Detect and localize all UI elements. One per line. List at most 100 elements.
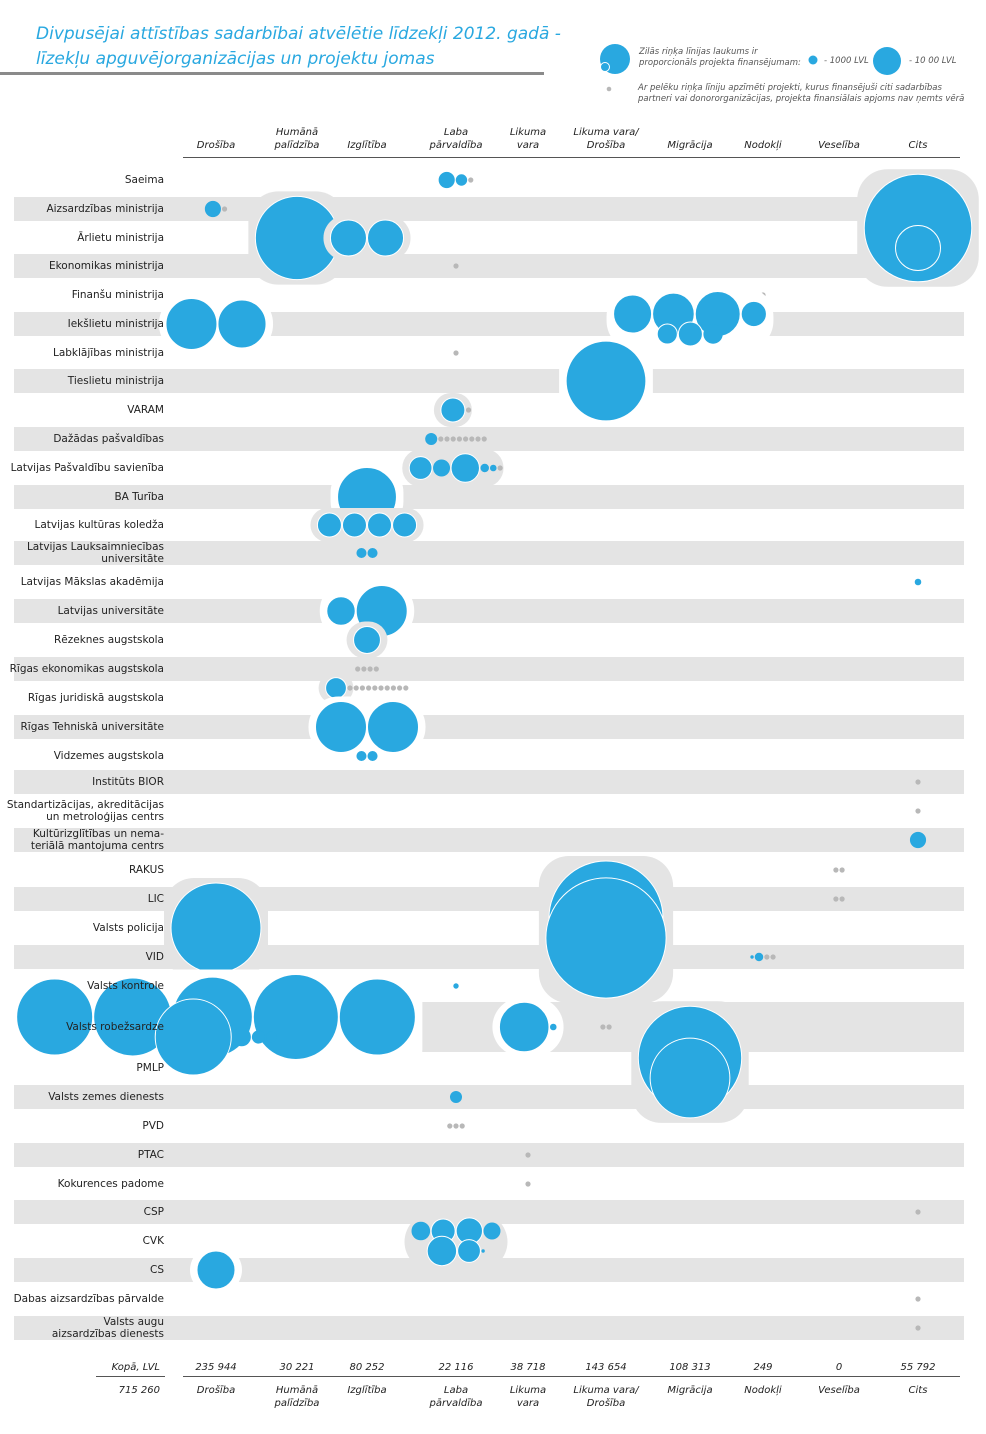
row-label: CVK [0,1229,164,1253]
funded-project-bubble [326,596,356,626]
row-label-line: Kokurences padome [57,1178,164,1190]
row-label-line: PVD [142,1120,164,1132]
column-label-line: Nodokļi [744,140,782,151]
row-label-line: Rīgas juridiskā augstskola [27,692,164,704]
row-label: Tieslietu ministrija [0,369,164,393]
row-band [14,715,964,739]
row-label-text: PMLP [136,1062,164,1074]
column-header: Veselība [799,139,879,152]
row-label: Rīgas ekonomikas augstskola [0,657,164,681]
row-label-line: VID [145,951,164,963]
funded-project-bubble [656,323,678,345]
row-label: Institūts BIOR [0,770,164,794]
column-label-line: Drošība [586,1398,626,1409]
funded-project-bubble [316,512,342,538]
row-label-line: un metroloģijas centrs [46,811,164,823]
row-label: Aizsardzības ministrija [0,197,164,221]
footer-column-label: Humānā palīdzība [257,1384,337,1410]
row-label-text: Standartizācijas, akreditācijas un metrol… [7,799,164,823]
funded-project-bubble [411,1221,431,1241]
row-label-line: Valsts zemes dienests [48,1091,164,1103]
column-label-line: Humānā [275,127,319,138]
row-label: CSP [0,1200,164,1224]
row-band [14,657,964,681]
other-donor-project-dot [764,954,770,960]
column-total: 235 944 [195,1362,237,1373]
column-label-line: Veselība [818,1385,860,1396]
funded-project-bubble [740,300,767,328]
funded-project-bubble [450,453,480,483]
other-donor-project-dot [453,263,459,269]
legend-area-note-line2: proporcionāls projekta finansējumam: [639,58,801,68]
funded-project-bubble [909,831,927,849]
column-label-line: Migrācija [667,140,713,151]
footer-column-label: Migrācija [650,1384,730,1397]
funded-project-bubble [914,578,922,586]
row-label-line: aizsardzības dienests [51,1328,164,1340]
row-label-line: Tieslietu ministrija [67,375,164,387]
funded-project-bubble [449,1090,463,1104]
row-label-line: universitāte [101,553,164,565]
other-donor-project-dot [450,436,456,442]
funded-project-bubble [367,750,378,762]
row-label-line: Institūts BIOR [92,776,164,788]
funded-project-bubble [754,952,764,962]
column-label-line: Drošība [196,140,236,151]
column-total: 108 313 [669,1362,711,1373]
row-label-line: BA Turība [114,491,164,503]
row-band [14,599,964,623]
row-label-text: VID [146,951,164,963]
row-label-line: Ārlietu ministrija [77,232,164,244]
row-label-line: Saeima [124,174,164,186]
other-donor-project-dot [833,896,839,902]
row-label-line: Iekšlietu ministrija [67,318,164,330]
row-label: VARAM [0,398,164,422]
row-label-line: PMLP [136,1062,164,1074]
row-label: Saeima [0,168,164,192]
funded-project-bubble [565,340,647,422]
row-band [14,1085,964,1109]
row-label-text: Tieslietu ministrija [68,375,164,387]
legend-gray-note-line1: Ar pelēku riņķa līniju apzīmēti projekti… [638,83,942,93]
footer-column-label: Likuma vara/Drošība [566,1384,646,1410]
other-donor-project-dot [361,666,367,672]
column-total: 30 221 [279,1362,315,1373]
funded-project-bubble [16,978,94,1056]
row-label-line: Standartizācijas, akreditācijas [6,799,164,811]
funded-project-bubble [232,1027,251,1047]
funded-project-bubble [440,397,466,423]
other-donor-project-dot [525,1181,531,1187]
row-label: PTAC [0,1143,164,1167]
footer-column-label: Drošība [176,1384,256,1397]
column-label-line: palīdzība [274,1398,320,1409]
row-label-line: Valsts kontrole [87,980,164,992]
other-donor-project-dot [525,1152,531,1158]
row-label-line: VARAM [127,404,164,416]
other-donor-project-dot [468,177,474,183]
other-donor-project-dot [463,436,469,442]
funded-project-bubble [367,701,419,753]
row-label: LIC [0,887,164,911]
row-label-text: BA Turība [114,491,164,503]
other-donor-project-dot [347,685,353,691]
row-label-line: Valsts robežsardze [66,1021,164,1033]
row-band [14,1143,964,1167]
column-label-line: Migrācija [667,1385,713,1396]
row-band [14,254,964,278]
funded-project-bubble [196,1250,236,1290]
column-label-line: Cits [908,1385,928,1396]
other-donor-project-dot [372,685,378,691]
other-donor-project-dot [833,867,839,873]
other-donor-project-dot [403,685,409,691]
funded-project-bubble [341,512,368,538]
bubble-halo [404,1212,508,1271]
funded-project-bubble [367,512,393,538]
funded-project-bubble [489,464,497,472]
footer-column-label: Nodokļi [723,1384,803,1397]
row-label-line: Labklājības ministrija [52,347,164,359]
column-label-line: Laba [443,1385,469,1396]
row-label-line: Rēzeknes augstskola [53,634,164,646]
other-donor-project-dot [456,436,463,442]
funded-project-bubble [457,1239,481,1263]
row-label-text: Vidzemes augstskola [54,750,164,762]
